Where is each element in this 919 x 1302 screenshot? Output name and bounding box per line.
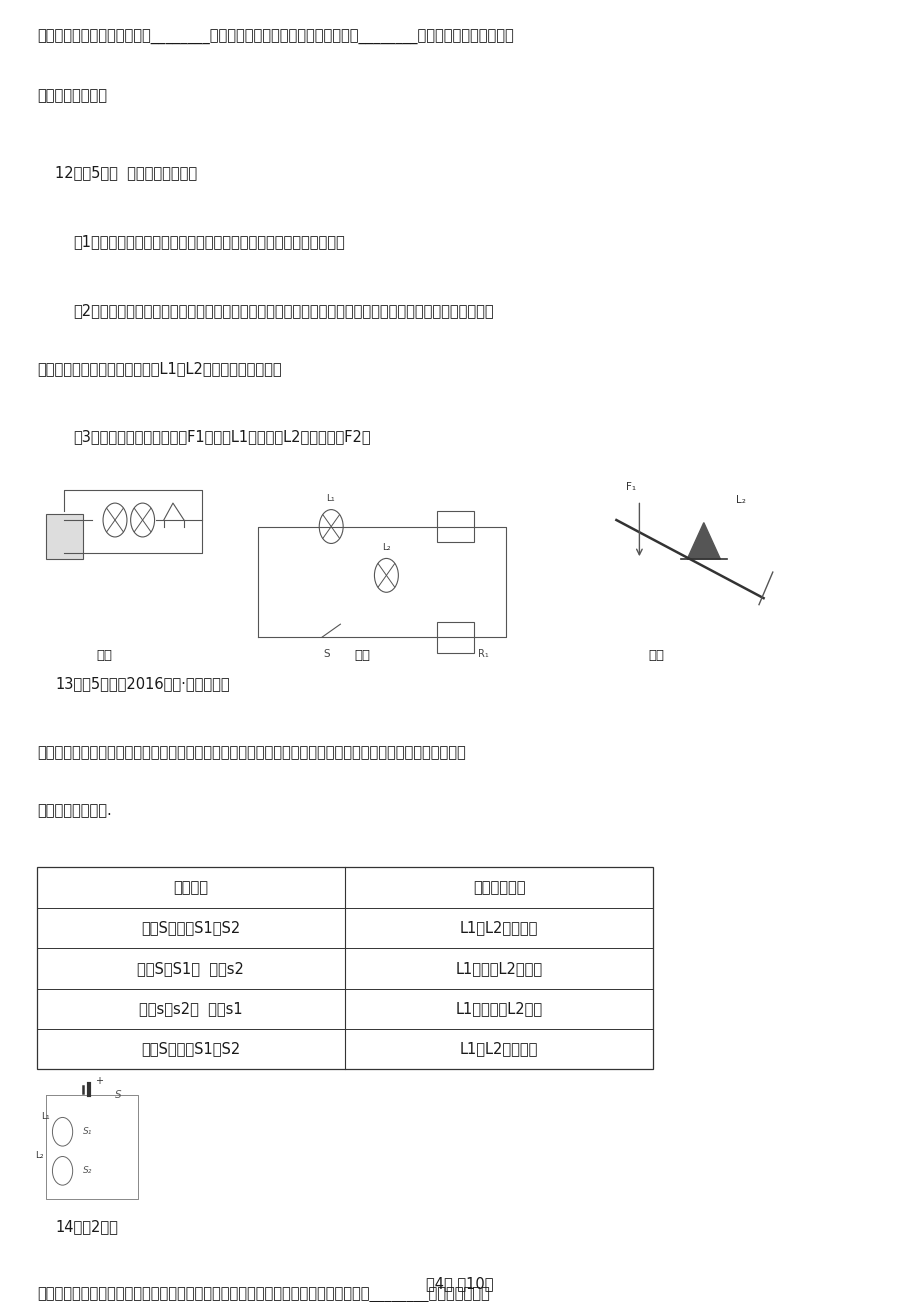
- Text: 闭合S、S1，  断开s2: 闭合S、S1， 断开s2: [137, 961, 244, 976]
- Text: 图丙: 图丙: [648, 648, 664, 661]
- Text: 电路的空缺处，填进后要求灯泡L1和L2串联，且都能发光；: 电路的空缺处，填进后要求灯泡L1和L2串联，且都能发光；: [37, 361, 281, 376]
- Text: F₁: F₁: [625, 482, 635, 492]
- Text: （1）根据图甲所示的电路实物图，在答题纸方框内画出它的电路图；: （1）根据图甲所示的电路实物图，在答题纸方框内画出它的电路图；: [74, 234, 345, 249]
- Text: 图甲: 图甲: [96, 648, 112, 661]
- Text: 通过学习物理概念，使我们可以更准确地描述物体的属性，例如为了描述导体对电流的________作用，我们引入: 通过学习物理概念，使我们可以更准确地描述物体的属性，例如为了描述导体对电流的__…: [37, 1288, 489, 1302]
- Text: L₂: L₂: [381, 543, 390, 552]
- Polygon shape: [686, 522, 720, 559]
- Text: 12．（5分）  按要求完成作图：: 12．（5分） 按要求完成作图：: [55, 165, 197, 180]
- Text: （2）根据图乙中标出的电流方向，从电流表、电压表和电源三个元件的符号中选出两个元件符号，分别填进: （2）根据图乙中标出的电流方向，从电流表、电压表和电源三个元件的符号中选出两个元…: [74, 303, 494, 318]
- Text: S: S: [323, 648, 330, 659]
- Bar: [46, 513, 83, 559]
- Text: +: +: [95, 1075, 103, 1086]
- Text: L1发光、L2不发光: L1发光、L2不发光: [455, 961, 542, 976]
- Text: L₂: L₂: [35, 1151, 43, 1160]
- Text: 空白处画出电路图.: 空白处画出电路图.: [37, 803, 111, 818]
- Bar: [37, 867, 652, 1069]
- Text: 间因为摩擦而发热，这是通过________方式改变了内能；轮胎停在水中，通过________方式减少内能，降低温度: 间因为摩擦而发热，这是通过________方式改变了内能；轮胎停在水中，通过__…: [37, 30, 513, 46]
- Text: 闭合S，断外S1、S2: 闭合S，断外S1、S2: [142, 921, 240, 936]
- Text: 14．（2分）: 14．（2分）: [55, 1219, 118, 1234]
- Text: L1不发光、L2发光: L1不发光、L2发光: [455, 1001, 542, 1017]
- Text: R₁: R₁: [478, 648, 489, 659]
- Text: S: S: [115, 1090, 121, 1100]
- Text: 灯泡发光情况: 灯泡发光情况: [472, 880, 525, 896]
- Text: S₂: S₂: [83, 1167, 92, 1176]
- Text: 闭合s、s2，  断开s1: 闭合s、s2， 断开s1: [139, 1001, 243, 1017]
- Text: 图乙: 图乙: [354, 648, 369, 661]
- Text: L1、L2均不发光: L1、L2均不发光: [460, 921, 538, 936]
- Text: ，以保行车安全。: ，以保行车安全。: [37, 89, 107, 103]
- Text: 第4页 內10页: 第4页 內10页: [425, 1276, 494, 1292]
- Text: 请根据表中给出的信息，用笔画线代替导线将图中实物图补充连接成完整电路，并根据连接好的实物电路在右边: 请根据表中给出的信息，用笔画线代替导线将图中实物图补充连接成完整电路，并根据连接…: [37, 745, 465, 760]
- Text: L₂: L₂: [735, 495, 745, 505]
- Bar: [437, 621, 473, 652]
- Text: 断开S，闭合S1、S2: 断开S，闭合S1、S2: [142, 1042, 240, 1057]
- Text: L1、L2均不发光: L1、L2均不发光: [460, 1042, 538, 1057]
- Text: 开关状态: 开关状态: [173, 880, 209, 896]
- Text: L₁: L₁: [326, 493, 335, 503]
- Text: S₁: S₁: [83, 1128, 92, 1137]
- Bar: [437, 510, 473, 542]
- Text: L₁: L₁: [41, 1112, 50, 1121]
- Text: （3）在图丙直棒上画出动力F1的力臂L1和阻力臂L2对应的阻力F2．: （3）在图丙直棒上画出动力F1的力臂L1和阻力臂L2对应的阻力F2．: [74, 430, 371, 444]
- Text: 13．（5分）（2016九上·港南期中）: 13．（5分）（2016九上·港南期中）: [55, 676, 230, 691]
